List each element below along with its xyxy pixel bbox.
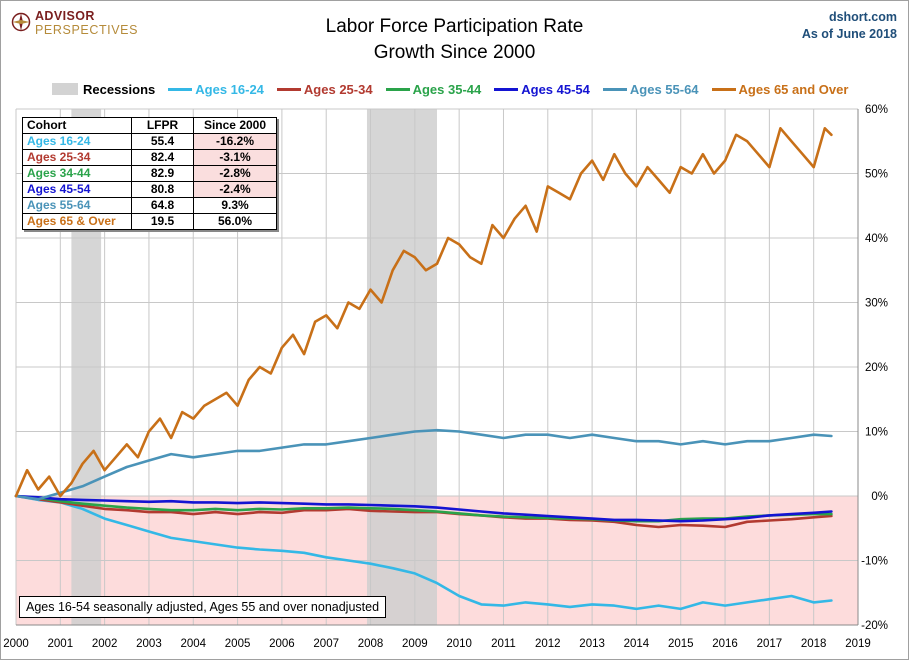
- x-tick-label: 2011: [491, 638, 516, 650]
- table-header-row: Cohort LFPR Since 2000: [22, 117, 277, 134]
- table-cell-cohort: Ages 65 & Over: [22, 213, 132, 230]
- legend-swatch-line: [385, 87, 410, 91]
- legend-label: Ages 55-64: [629, 81, 699, 97]
- legend-swatch-line: [711, 87, 736, 91]
- table-cell-change: -2.8%: [193, 165, 277, 182]
- series-line: [14, 494, 833, 523]
- logo: ADVISOR PERSPECTIVES: [8, 8, 148, 44]
- y-tick-label: 50%: [865, 169, 888, 181]
- legend-swatch-line: [602, 87, 627, 91]
- x-tick-label: 2009: [402, 638, 428, 650]
- table-cell-cohort: Ages 25-34: [22, 149, 132, 166]
- legend-label: Ages 16-24: [195, 81, 264, 97]
- table-cell-lfpr: 82.9: [131, 165, 194, 182]
- x-tick-label: 2000: [3, 638, 29, 650]
- footnote: Ages 16-54 seasonally adjusted, Ages 55 …: [19, 596, 387, 618]
- source-date: As of June 2018: [801, 27, 897, 41]
- x-tick-label: 2018: [801, 638, 827, 650]
- legend-swatch-line: [168, 87, 193, 91]
- y-tick-label: -10%: [861, 556, 888, 568]
- table-row: Ages 25-34 82.4 -3.1%: [22, 149, 277, 166]
- table-row: Ages 65 & Over 19.5 56.0%: [22, 213, 277, 230]
- x-tick-label: 2007: [313, 638, 339, 650]
- table-cell-cohort: Ages 55-64: [22, 197, 132, 214]
- y-tick-label: 0%: [871, 491, 888, 503]
- x-tick-label: 2008: [358, 638, 384, 650]
- legend-swatch-line: [276, 87, 301, 91]
- table-cell-cohort: Ages 45-54: [22, 181, 132, 198]
- table-header-lfpr: LFPR: [131, 117, 194, 134]
- table-cell-lfpr: 80.8: [131, 181, 194, 198]
- x-tick-label: 2005: [225, 638, 251, 650]
- x-tick-label: 2001: [48, 638, 74, 650]
- table-row: Ages 16-24 55.4 -16.2%: [22, 133, 277, 150]
- table-cell-lfpr: 55.4: [131, 133, 194, 150]
- table-cell-change: 9.3%: [193, 197, 277, 214]
- chart-title-line2: Growth Since 2000: [373, 42, 536, 63]
- legend-item: Ages 25-34: [276, 81, 373, 97]
- x-tick-label: 2015: [668, 638, 694, 650]
- table-cell-lfpr: 19.5: [131, 213, 194, 230]
- legend-item: Ages 65 and Over: [711, 81, 849, 97]
- series-line: [14, 127, 833, 498]
- table-cell-change: -16.2%: [193, 133, 277, 150]
- table-body: Ages 16-24 55.4 -16.2% Ages 25-34 82.4 -3.1% A…: [22, 133, 277, 230]
- x-tick-label: 2014: [624, 638, 650, 650]
- legend-label: Ages 35-44: [412, 81, 482, 97]
- table-cell-lfpr: 82.4: [131, 149, 194, 166]
- y-tick-label: 60%: [865, 104, 888, 116]
- table-cell-change: 56.0%: [193, 213, 277, 230]
- chart-title-line1: Labor Force Participation Rate: [325, 16, 584, 37]
- legend-item: Ages 35-44: [385, 81, 482, 97]
- table-header-change: Since 2000: [193, 117, 277, 134]
- x-tick-label: 2010: [446, 638, 472, 650]
- x-tick-label: 2006: [269, 638, 295, 650]
- table-cell-change: -3.1%: [193, 149, 277, 166]
- x-tick-label: 2003: [136, 638, 162, 650]
- chart-title: Labor Force Participation Rate Growth Si…: [0, 14, 909, 66]
- compass-logo-icon: [11, 12, 31, 32]
- cohort-table: Cohort LFPR Since 2000 Ages 16-24 55.4 -16…: [22, 117, 277, 230]
- table-header-cohort: Cohort: [22, 117, 132, 134]
- table-cell-cohort: Ages 34-44: [22, 165, 132, 182]
- x-tick-label: 2004: [180, 638, 206, 650]
- x-tick-label: 2012: [535, 638, 561, 650]
- y-tick-label: 40%: [865, 233, 888, 245]
- y-tick-label: 30%: [865, 298, 888, 310]
- source-info: dshort.com As of June 2018: [802, 9, 897, 43]
- table-cell-change: -2.4%: [193, 181, 277, 198]
- legend-item: Recessions: [52, 82, 155, 97]
- legend-swatch-line: [494, 87, 519, 91]
- x-tick-label: 2017: [757, 638, 783, 650]
- legend: Recessions Ages 16-24 Ages 25-34 Ages 35-44…: [52, 80, 861, 98]
- logo-line2: PERSPECTIVES: [35, 23, 139, 37]
- series-line: [14, 428, 833, 501]
- table-cell-lfpr: 64.8: [131, 197, 194, 214]
- legend-item: Ages 16-24: [168, 82, 264, 97]
- source-site: dshort.com: [828, 10, 897, 24]
- table-cell-cohort: Ages 16-24: [22, 133, 132, 150]
- y-tick-label: 20%: [865, 362, 888, 374]
- x-tick-label: 2013: [579, 638, 605, 650]
- logo-line1: ADVISOR: [35, 9, 95, 23]
- legend-item: Ages 45-54: [494, 82, 590, 97]
- x-tick-label: 2016: [712, 638, 738, 650]
- legend-swatch-band: [52, 83, 78, 95]
- legend-label: Ages 45-54: [521, 81, 590, 97]
- legend-label: Recessions: [83, 81, 156, 97]
- legend-label: Ages 25-34: [303, 81, 373, 97]
- series-line: [14, 494, 833, 523]
- table-row: Ages 34-44 82.9 -2.8%: [22, 165, 277, 182]
- legend-item: Ages 55-64: [602, 81, 699, 97]
- table-row: Ages 45-54 80.8 -2.4%: [22, 181, 277, 198]
- table-row: Ages 55-64 64.8 9.3%: [22, 197, 277, 214]
- x-tick-label: 2002: [92, 638, 118, 650]
- y-tick-label: 10%: [865, 427, 888, 439]
- y-tick-label: -20%: [861, 620, 888, 632]
- legend-label: Ages 65 and Over: [738, 81, 849, 97]
- series-line: [14, 494, 833, 611]
- x-tick-label: 2019: [845, 638, 871, 650]
